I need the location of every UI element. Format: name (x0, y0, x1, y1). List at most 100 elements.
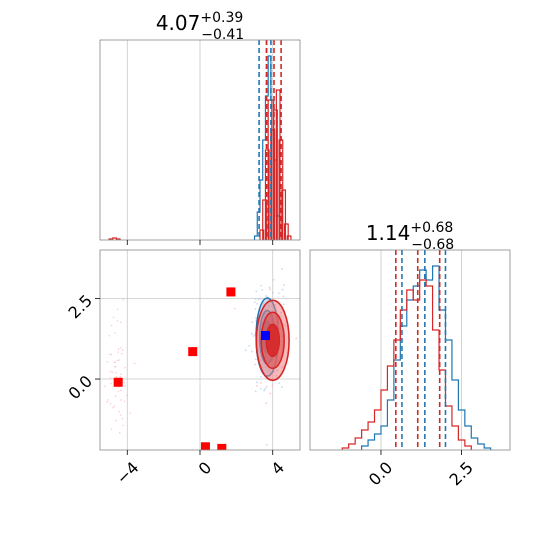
hist-x-title-plus: +0.39 (200, 10, 243, 26)
sample-point (123, 381, 126, 384)
sample-point (119, 414, 122, 416)
sample-point (106, 360, 109, 363)
sample-point (118, 359, 120, 361)
sample-point (295, 337, 298, 340)
sample-point (124, 366, 126, 369)
sample-point (111, 371, 114, 374)
sample-point (272, 278, 275, 281)
x-tick-label: 4 (267, 458, 288, 479)
sample-point (282, 295, 285, 298)
panel-hist-y: 0.0 2.5 1.14+0.68 −0.68 (309, 220, 511, 489)
grid-hist-y (380, 250, 463, 450)
sample-point (265, 295, 267, 297)
sample-point (260, 387, 262, 390)
sample-point (121, 352, 123, 355)
red-square-marker (188, 347, 198, 357)
sample-point (265, 385, 268, 388)
sample-point (280, 267, 283, 270)
hist-y-ticks: 0.0 2.5 (365, 450, 477, 489)
sample-point (120, 347, 122, 349)
sample-point (108, 334, 111, 337)
sample-point (110, 382, 112, 385)
sample-point (113, 361, 116, 364)
sample-point (106, 400, 108, 403)
sample-point (283, 284, 286, 286)
sample-point (122, 299, 125, 301)
markers (113, 287, 270, 450)
sample-point (255, 290, 258, 293)
sample-point (269, 288, 271, 291)
sample-point (104, 385, 106, 387)
sample-point (124, 385, 126, 387)
red-square-marker (200, 442, 210, 450)
sample-point (280, 386, 283, 389)
sample-point (115, 419, 117, 422)
sample-point (114, 395, 117, 398)
sample-point (260, 284, 263, 287)
sample-point (268, 286, 271, 289)
density-contours (255, 297, 290, 382)
sample-point (255, 384, 258, 387)
red-square-marker (226, 287, 236, 297)
hist-y-series (341, 265, 492, 450)
grid-hist-x (126, 40, 274, 240)
sample-point (118, 410, 120, 413)
sample-point (117, 390, 120, 393)
sample-point (265, 443, 268, 446)
sample-point (254, 358, 257, 361)
panel-hist-x: 4.07+0.39 −0.41 (99, 10, 301, 245)
sample-point (263, 389, 265, 392)
sample-point (109, 377, 112, 379)
sample-point (110, 353, 113, 356)
hist-y-title-minus: −0.68 (411, 237, 454, 253)
sample-point (255, 317, 257, 320)
hist-x-title-minus: −0.41 (201, 27, 244, 43)
hist-x-title-value: 4.07 (156, 11, 201, 35)
sample-point (110, 428, 113, 430)
sample-point (264, 387, 266, 390)
sample-point (244, 349, 247, 352)
sample-point (120, 321, 122, 324)
y-tick-label: 0.0 (65, 372, 96, 403)
y-tick-label: 2.5 (65, 291, 96, 322)
sample-point (123, 400, 126, 403)
sample-point (254, 390, 257, 393)
sample-point (133, 362, 136, 365)
sample-point (282, 303, 285, 306)
sample-point (114, 365, 117, 368)
sample-point (129, 412, 132, 414)
sample-point (248, 344, 250, 347)
sample-point (121, 417, 124, 420)
sample-point (253, 301, 256, 304)
sample-point (265, 402, 268, 404)
sample-point (277, 292, 280, 295)
sample-point (112, 316, 115, 319)
sample-point (113, 405, 116, 407)
hist-y-title: 1.14+0.68 −0.68 (366, 220, 454, 253)
sample-point (107, 399, 110, 401)
sample-point (250, 332, 253, 335)
sample-point (117, 351, 119, 354)
sample-point (122, 424, 124, 427)
sample-point (109, 370, 112, 373)
sample-point (126, 394, 128, 397)
hist-y-title-value: 1.14 (366, 221, 411, 245)
sample-point (112, 406, 114, 409)
sample-point (261, 289, 264, 291)
panel-scatter: −4 0 4 0.0 2.5 (65, 249, 301, 488)
x-tick-label: 0.0 (365, 458, 396, 489)
sample-point (117, 348, 120, 350)
sample-point (269, 392, 272, 395)
sample-point (116, 359, 119, 362)
hist-y-series-1 (341, 279, 472, 450)
red-square-marker (217, 443, 227, 450)
sample-point (257, 298, 260, 301)
hist-y-title-plus: +0.68 (410, 220, 453, 236)
sample-point (281, 288, 284, 291)
sample-point (120, 399, 122, 401)
contour-level (265, 323, 281, 358)
red-square-marker (113, 377, 123, 387)
sample-point (110, 324, 113, 327)
x-tick-label: 2.5 (445, 458, 476, 489)
